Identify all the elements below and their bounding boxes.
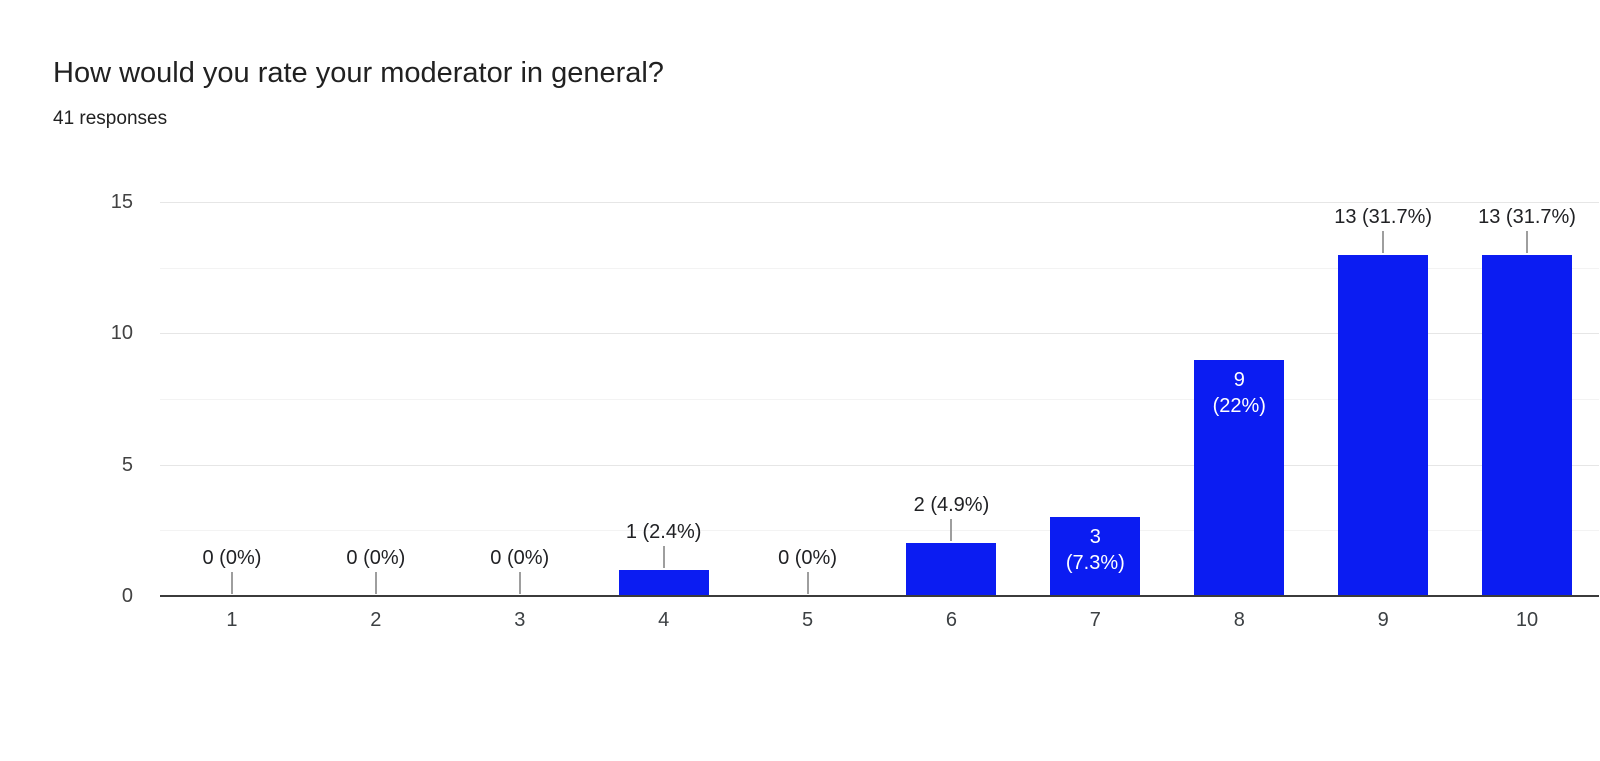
minor-gridline [160,399,1599,400]
bar[interactable] [1050,517,1141,596]
label-leader-line [950,519,953,542]
x-axis-tick-label: 2 [370,609,382,631]
bar-count-line: 3 [1089,526,1101,549]
page-title: How would you rate your moderator in gen… [53,57,664,89]
y-axis-tick-label: 5 [121,453,133,476]
bar[interactable] [906,543,997,596]
bar[interactable] [618,569,709,596]
y-axis-tick-label: 10 [110,322,133,345]
label-leader-line [806,572,809,594]
bar[interactable] [1338,254,1429,596]
x-axis-tick-label: 5 [801,609,814,631]
label-leader-line [1526,230,1529,253]
y-axis-tick-label: 0 [121,585,133,607]
bar[interactable] [1482,254,1573,596]
minor-gridline [160,267,1599,269]
major-gridline [160,333,1599,335]
bar-value-label: 9 (22%) [1194,367,1284,419]
bar-value-label: 13 (31.7%) [1334,205,1433,228]
label-leader-line [1382,230,1385,253]
label-leader-line [374,572,377,594]
bar-value-label: 0 (0%) [778,547,837,569]
bar[interactable] [1194,359,1285,596]
x-axis-tick-label: 6 [945,609,957,631]
bar-percent-line: (7.3%) [1065,552,1125,575]
x-axis-tick-label: 8 [1233,609,1245,631]
x-axis-tick-label: 9 [1377,609,1389,631]
x-axis-baseline [160,595,1599,597]
bar-value-label: 0 (0%) [202,547,262,569]
minor-gridline [160,530,1599,532]
bar-value-label: 0 (0%) [346,547,406,569]
label-leader-line [518,572,521,594]
bar-percent-line: (22%) [1212,394,1266,417]
x-axis-tick-label: 1 [226,609,238,631]
x-axis-tick-label: 4 [658,609,670,631]
bar-value-label: 2 (4.9%) [913,494,990,517]
label-leader-line [662,545,665,568]
bar-value-label: 1 (2.4%) [625,520,702,543]
label-leader-line [230,572,233,594]
response-count: 41 responses [53,108,168,129]
bar-value-label: 0 (0%) [490,547,550,569]
x-axis-tick-label: 7 [1089,609,1101,631]
major-gridline [160,202,1599,203]
y-axis-tick-label: 15 [110,191,133,213]
bar-value-label: 13 (31.7%) [1478,205,1576,228]
bar-value-label: 3 (7.3%) [1050,524,1140,576]
major-gridline [160,464,1599,466]
x-axis-tick-label: 10 [1515,609,1539,631]
bar-count-line: 9 [1233,368,1245,391]
x-axis-tick-label: 3 [514,609,526,631]
